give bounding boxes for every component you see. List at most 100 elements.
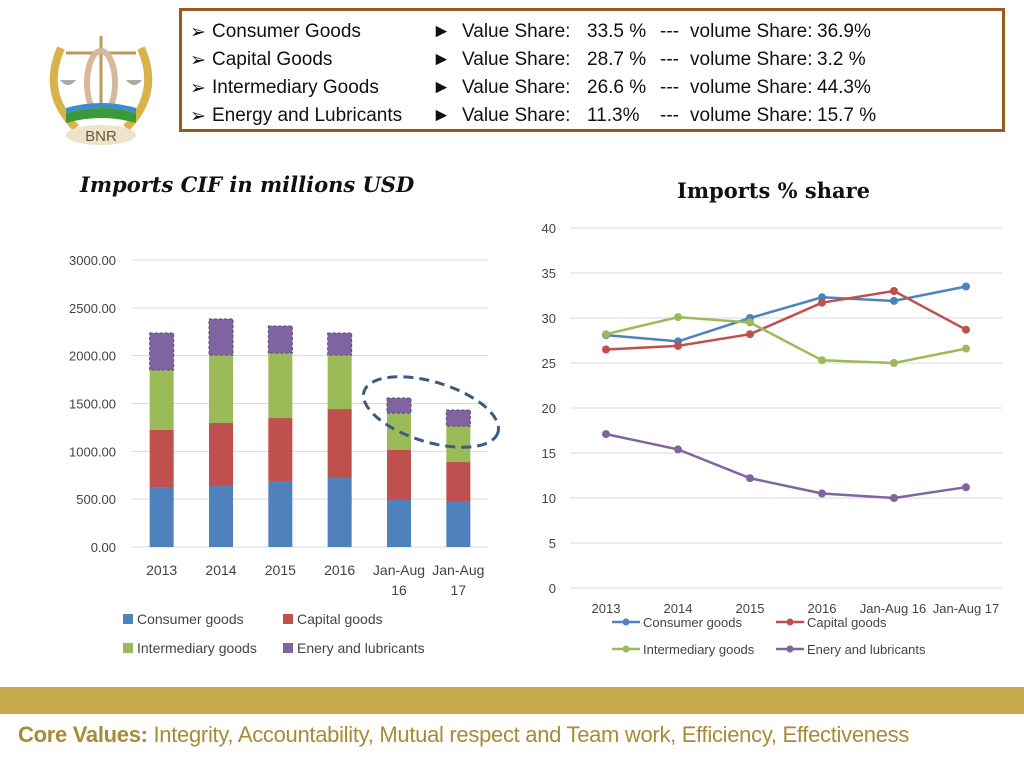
summary-volume-label: volume Share:: [690, 49, 813, 70]
data-point: [890, 296, 898, 305]
y-tick-label: 2000.00: [69, 349, 116, 364]
y-tick-label: 5: [549, 536, 556, 551]
summary-name: Capital Goods: [212, 49, 333, 70]
x-tick-label: 2016: [808, 601, 837, 616]
bnr-logo: BNR: [36, 8, 166, 148]
summary-sep: ---: [660, 21, 679, 42]
y-tick-label: 10: [542, 491, 556, 506]
arrow-bullet-icon: ➢: [190, 50, 206, 71]
bar-segment: [209, 423, 233, 486]
x-tick-label: Jan-Aug: [373, 562, 425, 578]
y-tick-label: 3000.00: [69, 253, 116, 268]
legend-label: Consumer goods: [643, 615, 742, 630]
triangle-arrow-icon: ►: [432, 21, 451, 42]
bar-segment: [149, 370, 174, 430]
data-point: [602, 345, 610, 354]
bar-segment: [327, 332, 353, 356]
y-tick-label: 0: [549, 581, 556, 596]
summary-volume: 15.7 %: [817, 105, 877, 126]
summary-volume-label: volume Share:: [690, 21, 813, 42]
summary-value-label: Value Share:: [462, 105, 571, 126]
bar-segment: [446, 500, 471, 547]
logo-text: BNR: [85, 128, 117, 145]
legend-label: Intermediary goods: [137, 640, 257, 656]
x-tick-label: 17: [451, 582, 467, 598]
x-tick-label: 2013: [146, 562, 177, 578]
x-tick-label: 2013: [592, 601, 621, 616]
footer-band: [0, 687, 1024, 714]
summary-sep: ---: [660, 105, 679, 126]
bar-segment: [445, 409, 471, 427]
y-tick-label: 1000.00: [69, 444, 116, 459]
series-line: [605, 315, 967, 365]
legend-marker: [786, 645, 794, 653]
x-tick-label: Jan-Aug 17: [933, 601, 1000, 616]
summary-volume: 36.9%: [817, 21, 871, 42]
bar-segment: [327, 478, 352, 547]
bar-chart-title: Imports CIF in millions USD: [80, 172, 415, 197]
bar-segment: [268, 418, 293, 481]
data-point: [674, 313, 682, 322]
summary-volume-label: volume Share:: [690, 77, 813, 98]
bar-segment: [327, 355, 352, 410]
x-tick-label: 2015: [265, 562, 296, 578]
summary-name: Intermediary Goods: [212, 77, 379, 98]
legend-marker: [786, 618, 794, 626]
triangle-arrow-icon: ►: [432, 77, 451, 98]
summary-box: ➢ Consumer Goods ► Value Share: 33.5 % --- vol…: [179, 8, 1005, 132]
data-point: [602, 430, 610, 439]
summary-value: 33.5 %: [587, 21, 647, 42]
triangle-arrow-icon: ►: [432, 49, 451, 70]
x-tick-label: 2016: [324, 562, 355, 578]
data-point: [962, 325, 970, 334]
summary-volume: 3.2 %: [817, 49, 866, 70]
line-chart-title: Imports % share: [677, 178, 871, 203]
bar-segment: [209, 485, 233, 547]
y-tick-label: 1500.00: [69, 397, 116, 412]
bar-segment: [387, 413, 411, 450]
bar-segment: [149, 332, 175, 371]
summary-volume: 44.3%: [817, 77, 871, 98]
y-tick-label: 20: [542, 401, 556, 416]
arrow-bullet-icon: ➢: [190, 22, 206, 43]
summary-sep: ---: [660, 49, 679, 70]
bar-segment: [267, 325, 293, 354]
charts-canvas: 0.00 500.00 1000.00 1500.00 2000.00 2500.00 30…: [69, 221, 1002, 657]
data-point: [890, 359, 898, 367]
bar-segment: [386, 397, 412, 414]
legend-swatch: [283, 643, 293, 653]
legend-label: Enery and lubricants: [807, 642, 926, 657]
legend-label: Capital goods: [297, 611, 383, 627]
bar-segment: [268, 353, 293, 419]
legend-marker: [622, 645, 630, 653]
summary-value-label: Value Share:: [462, 77, 571, 98]
bar-segment: [149, 487, 174, 547]
x-tick-label: 2014: [664, 601, 693, 616]
summary-value: 11.3%: [587, 105, 640, 126]
annotation-ellipse: [361, 375, 501, 449]
bar-segment: [387, 500, 411, 547]
bar-segment: [327, 409, 352, 479]
legend-label: Capital goods: [807, 615, 887, 630]
summary-name: Energy and Lubricants: [212, 105, 403, 126]
data-point: [818, 356, 826, 365]
bar-segment: [208, 318, 234, 356]
legend-label: Enery and lubricants: [297, 640, 425, 656]
data-point: [818, 489, 826, 498]
x-tick-label: 2014: [205, 562, 236, 578]
data-point: [962, 344, 970, 353]
y-tick-label: 25: [542, 356, 556, 371]
data-point: [746, 474, 754, 483]
data-point: [602, 330, 610, 339]
arrow-bullet-icon: ➢: [190, 106, 206, 127]
bar-segment: [268, 480, 293, 547]
data-point: [962, 282, 970, 291]
y-tick-label: 500.00: [76, 492, 116, 507]
data-point: [818, 298, 826, 307]
y-tick-label: 30: [542, 311, 556, 326]
core-values: Core Values: Integrity, Accountability, …: [18, 722, 909, 748]
x-tick-label: 2015: [736, 601, 765, 616]
legend-swatch: [123, 614, 133, 624]
data-point: [890, 494, 898, 502]
data-point: [962, 483, 970, 492]
